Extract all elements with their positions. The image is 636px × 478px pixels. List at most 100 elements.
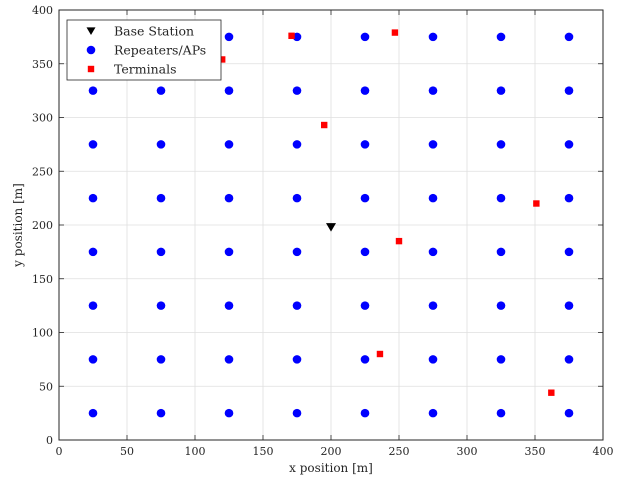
repeater-point: [428, 355, 438, 364]
repeater-point: [496, 408, 506, 418]
repeater-point: [156, 408, 166, 418]
repeater-point: [156, 355, 166, 364]
legend-label-base-station: Base Station: [114, 24, 194, 39]
legend: Base Station Repeaters/APs Terminals: [66, 19, 222, 81]
repeater-point: [292, 140, 302, 149]
x-tick-label: 200: [321, 445, 342, 458]
repeater-point: [428, 193, 438, 203]
repeater-point: [564, 193, 574, 203]
repeater-point: [224, 247, 234, 257]
repeater-point: [428, 86, 438, 95]
repeater-point: [292, 301, 302, 310]
repeater-point: [88, 86, 98, 95]
y-tick-label: 200: [32, 219, 53, 232]
repeater-point: [360, 140, 370, 149]
terminal-point: [548, 389, 555, 396]
base-station-point: [326, 223, 336, 232]
legend-marker-square: [87, 65, 95, 73]
legend-label-repeaters: Repeaters/APs: [114, 43, 206, 58]
repeater-point: [360, 355, 370, 364]
y-tick-label: 350: [32, 58, 53, 71]
repeater-point: [564, 301, 574, 310]
repeater-point: [224, 140, 234, 149]
repeater-point: [156, 301, 166, 310]
y-tick-label: 0: [46, 434, 53, 447]
y-tick-label: 50: [39, 380, 53, 393]
repeater-point: [224, 86, 234, 95]
repeater-point: [156, 86, 166, 95]
legend-entry-base-station: Base Station: [86, 24, 194, 39]
repeater-point: [360, 32, 370, 42]
x-tick-label: 50: [120, 445, 134, 458]
repeater-point: [428, 140, 438, 149]
repeater-point: [496, 247, 506, 257]
legend-marker-circle: [86, 45, 96, 55]
repeater-point: [428, 301, 438, 310]
repeater-point: [224, 355, 234, 364]
repeater-point: [428, 408, 438, 418]
repeater-point: [292, 193, 302, 203]
repeater-point: [428, 247, 438, 257]
x-tick-label: 350: [525, 445, 546, 458]
repeater-point: [292, 355, 302, 364]
repeater-point: [156, 193, 166, 203]
terminal-point: [288, 32, 295, 39]
repeater-point: [292, 408, 302, 418]
repeater-point: [292, 32, 302, 42]
repeater-point: [360, 86, 370, 95]
y-tick-label: 100: [32, 327, 53, 340]
y-tick-label: 400: [32, 4, 53, 17]
repeater-point: [360, 247, 370, 257]
terminal-point: [395, 237, 403, 245]
x-tick-label: 300: [457, 445, 478, 458]
repeater-point: [224, 301, 234, 310]
repeater-point: [88, 408, 98, 418]
x-tick-label: 100: [185, 445, 206, 458]
repeater-point: [496, 301, 506, 310]
repeater-point: [88, 355, 98, 364]
repeater-point: [496, 32, 506, 42]
repeater-point: [496, 193, 506, 203]
terminal-point: [321, 121, 328, 129]
repeater-point: [428, 32, 438, 42]
repeater-point: [224, 193, 234, 203]
repeater-point: [360, 193, 370, 203]
repeater-point: [360, 301, 370, 310]
grid-lines: [59, 10, 603, 440]
repeater-point: [564, 32, 574, 42]
repeater-point: [88, 301, 98, 310]
repeater-point: [360, 408, 370, 418]
x-tick-label: 250: [389, 445, 410, 458]
data-layer: [88, 29, 574, 418]
repeater-point: [564, 140, 574, 149]
repeater-point: [496, 140, 506, 149]
repeater-point: [156, 247, 166, 257]
terminal-point: [533, 200, 540, 207]
repeater-point: [292, 86, 302, 95]
legend-entry-terminals: Terminals: [87, 62, 177, 77]
y-tick-label: 150: [32, 273, 53, 286]
repeater-point: [224, 32, 234, 42]
x-axis-label: x position [m]: [289, 461, 373, 475]
y-axis-label: y position [m]: [11, 183, 25, 268]
legend-label-terminals: Terminals: [114, 62, 177, 77]
repeater-point: [88, 247, 98, 257]
repeater-point: [564, 355, 574, 364]
terminal-point: [391, 29, 399, 36]
repeater-point: [496, 86, 506, 95]
axis-ticks: 0 50 100 150 200 250 300 350 400 0 50 100 150 200 250 3…: [32, 4, 614, 458]
x-tick-label: 400: [593, 445, 614, 458]
repeater-point: [496, 355, 506, 364]
terminal-point: [219, 56, 226, 63]
repeater-point: [564, 247, 574, 257]
x-tick-label: 0: [56, 445, 63, 458]
legend-marker-triangle-down: [86, 27, 96, 36]
x-tick-label: 150: [253, 445, 274, 458]
repeater-point: [88, 140, 98, 149]
repeater-point: [564, 86, 574, 95]
repeater-point: [88, 193, 98, 203]
repeater-point: [156, 140, 166, 149]
repeater-point: [292, 247, 302, 257]
legend-entry-repeaters: Repeaters/APs: [86, 43, 206, 58]
